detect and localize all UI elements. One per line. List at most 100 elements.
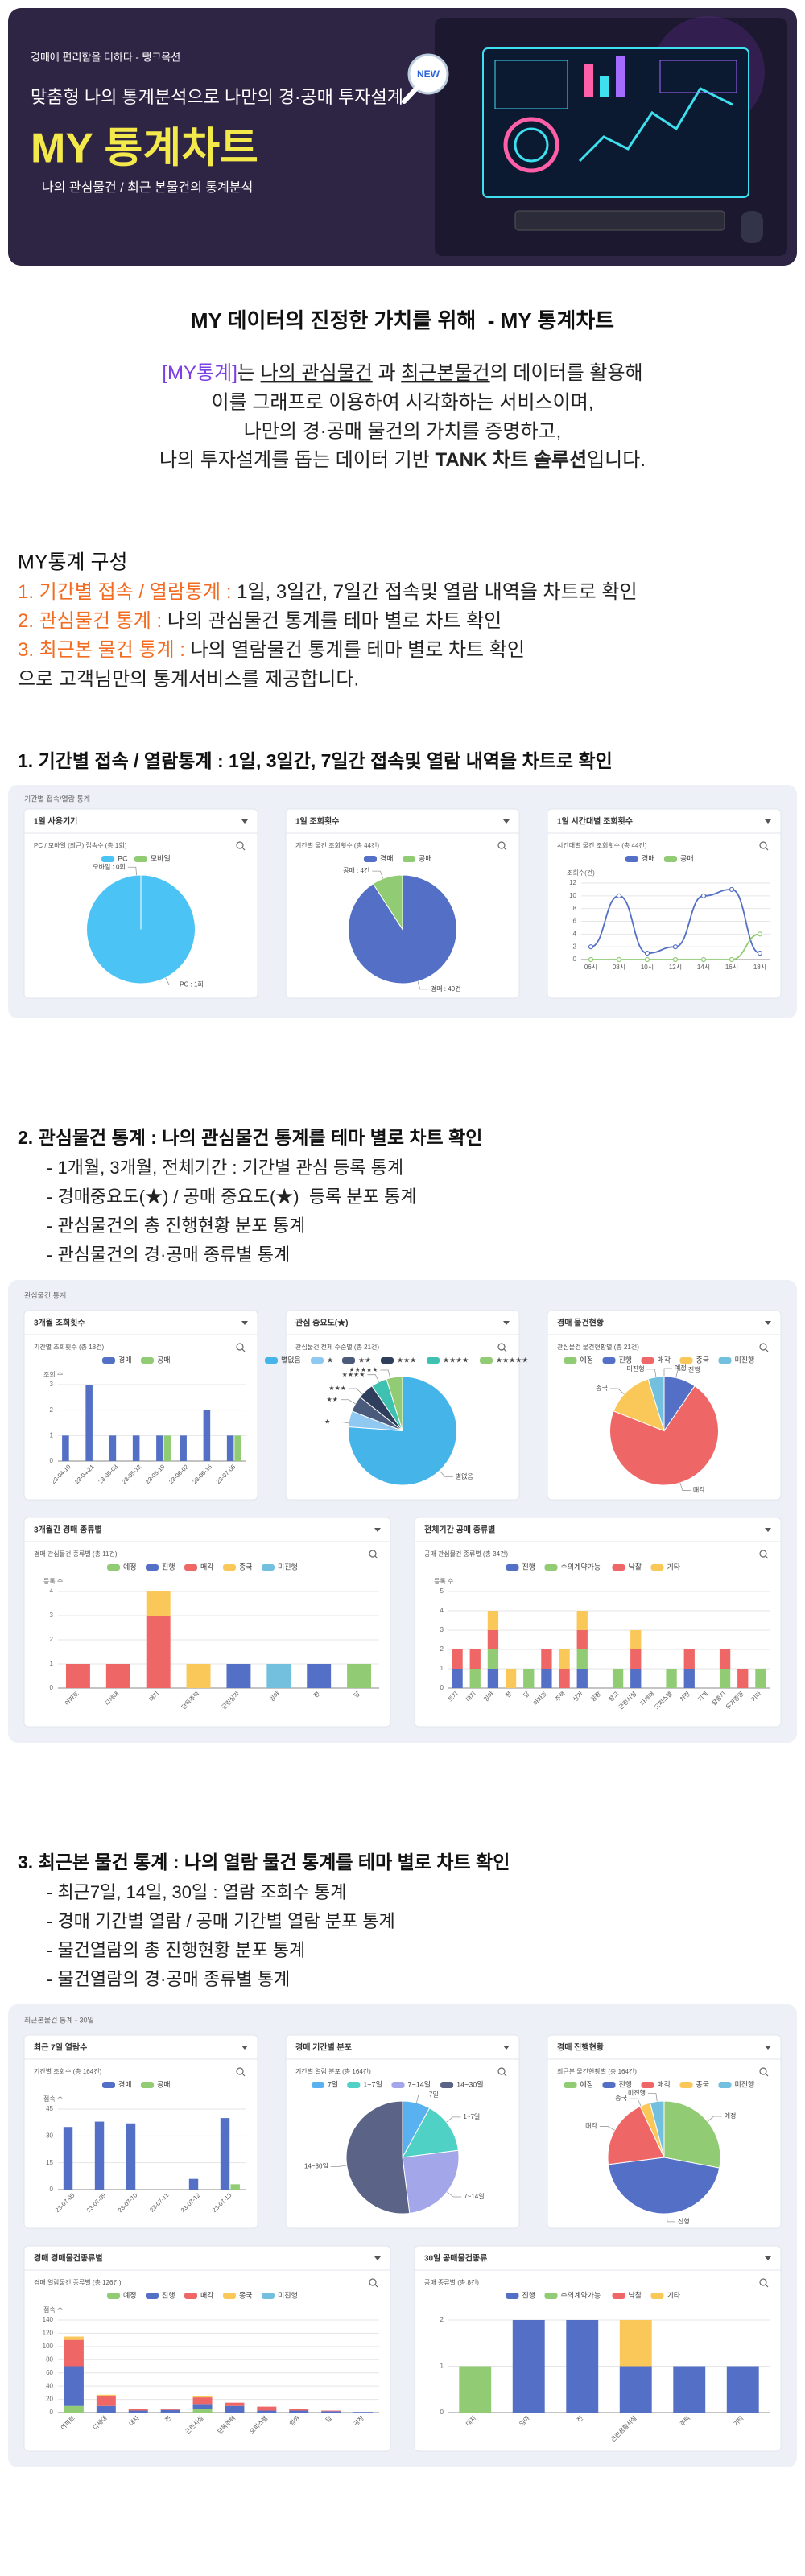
composition-item: 2. 관심물건 통계 : 나의 관심물건 통계를 테마 별로 차트 확인 [18, 610, 502, 632]
slice-label: 공매 : 4건 [343, 866, 369, 874]
dropdown-arrow [374, 2256, 381, 2260]
legend-label: 수의계약가능 [561, 1562, 601, 1571]
card-subtitle: 경매 열람물건 종류별 (총 126건) [34, 2278, 122, 2286]
legend-label: 종국 [696, 1356, 710, 1364]
legend-label: 매각 [658, 2079, 671, 2088]
section-bullet: - 물건열람의 총 진행현황 분포 통계 [47, 1940, 305, 1960]
slice-label: 별없음 [456, 1472, 473, 1480]
bar [230, 2184, 240, 2190]
zoom-icon [497, 841, 506, 849]
legend-label: 7일 [328, 2080, 338, 2088]
legend-swatch [564, 2082, 577, 2088]
slice-label: 7~14일 [464, 2193, 484, 2200]
line-point [700, 956, 707, 963]
zoom-icon [759, 841, 767, 849]
legend-swatch [364, 856, 377, 862]
bar [126, 2123, 136, 2190]
zoom-icon-handle [242, 847, 246, 851]
legend-label: 종국 [239, 1563, 253, 1571]
slice-label: 경매 : 40건 [431, 985, 461, 993]
card-title: 1일 조회횟수 [295, 816, 339, 827]
bar-segment [469, 1669, 481, 1688]
section-bullet: - 관심물건의 경·공매 종류별 통계 [47, 1245, 290, 1265]
card-title: 관심 중요도(★) [295, 1318, 348, 1328]
card-subtitle: 기간별 조회수 (총 164건) [34, 2067, 102, 2075]
pie-slice [607, 2157, 720, 2215]
y-tick-label: 2 [50, 1636, 54, 1643]
legend-label: 공매 [419, 854, 432, 862]
leader-line [439, 1470, 453, 1477]
composition-item: 1. 기간별 접속 / 열람통계 : 1일, 3일간, 7일간 접속및 열람 내… [18, 581, 638, 603]
dropdown-arrow [765, 1528, 771, 1532]
zoom-icon-handle [374, 2284, 378, 2288]
bar-segment [128, 2410, 148, 2413]
legend-swatch [506, 2293, 519, 2299]
banner-subtitle: 나의 관심물건 / 최근 본물건의 통계분석 [42, 180, 253, 195]
legend-swatch [311, 2082, 324, 2088]
banner-headline: 맞춤형 나의 통계분석으로 나만의 경·공매 투자설계 [31, 87, 403, 107]
legend-label: 진행 [522, 2290, 536, 2299]
bar [85, 1385, 93, 1461]
x-tick-label: 08시 [613, 964, 625, 971]
legend-swatch [641, 1357, 654, 1364]
legend-swatch [223, 1564, 236, 1571]
legend-swatch [391, 2082, 405, 2088]
bar-segment [321, 2410, 341, 2412]
panel-label: 최근본물건 통계 - 30일 [24, 2015, 94, 2024]
bar-segment [559, 1669, 570, 1688]
zoom-icon [759, 1550, 767, 1558]
legend-swatch [107, 1564, 120, 1571]
dropdown-arrow [242, 819, 248, 824]
legend-swatch [342, 1357, 355, 1364]
badge-text: NEW [417, 68, 440, 80]
banner-image [435, 16, 787, 256]
zoom-icon-handle [503, 847, 507, 851]
legend-label: 종국 [239, 2291, 253, 2299]
pie-slice [345, 2100, 411, 2215]
legend-label: 미진행 [735, 1355, 755, 1364]
y-tick-label: 120 [43, 2330, 54, 2337]
bar-segment [64, 2366, 84, 2406]
y-tick-label: 3 [440, 1626, 444, 1633]
legend-swatch [347, 2082, 361, 2088]
y-tick-label: 4 [573, 930, 577, 937]
bar-segment [289, 2409, 309, 2411]
bar-segment [192, 2409, 213, 2413]
bar-segment [96, 2405, 116, 2413]
zoom-icon [759, 2067, 767, 2075]
card-title: 30일 공매물건종류 [424, 2253, 487, 2264]
legend-label: 매각 [200, 1562, 214, 1571]
slice-label: ★★★★ [342, 1371, 365, 1378]
section-bullet: - 최근7일, 14일, 30일 : 열람 조회수 통계 [47, 1882, 347, 1902]
y-tick-label: 100 [43, 2343, 54, 2350]
line-point [729, 956, 735, 963]
bar [94, 2121, 105, 2190]
legend-swatch [544, 2293, 558, 2299]
item-text: 나의 열람물건 통계를 테마 별로 차트 확인 [191, 639, 525, 661]
pie-slice [613, 1378, 665, 1432]
intro-line: 이를 그래프로 이용하여 시각화하는 서비스이며, [212, 391, 594, 413]
leader-line [416, 2095, 427, 2103]
dropdown-arrow [374, 1528, 381, 1532]
bar-segment [146, 1591, 171, 1616]
text: 나의 투자설계를 돕는 데이터 기반 [159, 449, 435, 471]
bar [63, 2127, 73, 2190]
leader-line [447, 2191, 462, 2198]
bar-segment [512, 2320, 545, 2413]
bar [156, 1435, 163, 1461]
legend-label: 진행 [619, 1355, 633, 1364]
y-tick-label: 30 [46, 2132, 53, 2139]
slice-label: 진행 [688, 1365, 700, 1373]
legend-swatch [427, 1357, 440, 1364]
card [547, 808, 782, 999]
card-title: 최근 7일 열람수 [34, 2042, 87, 2053]
section-title: 3. 최근본 물건 통계 : 나의 열람 물건 통계를 테마 별로 차트 확인 [18, 1852, 510, 1872]
slice-label: 모바일 : 0회 [93, 862, 126, 870]
dropdown-arrow [503, 1321, 510, 1325]
intro-line: 나의 투자설계를 돕는 데이터 기반 TANK 차트 솔루션입니다. [159, 449, 646, 471]
dropdown-arrow [765, 2256, 771, 2260]
zoom-icon [497, 2067, 506, 2075]
section-bullet: - 관심물건의 총 진행현황 분포 통계 [47, 1216, 305, 1236]
bar-segment [630, 1649, 642, 1669]
